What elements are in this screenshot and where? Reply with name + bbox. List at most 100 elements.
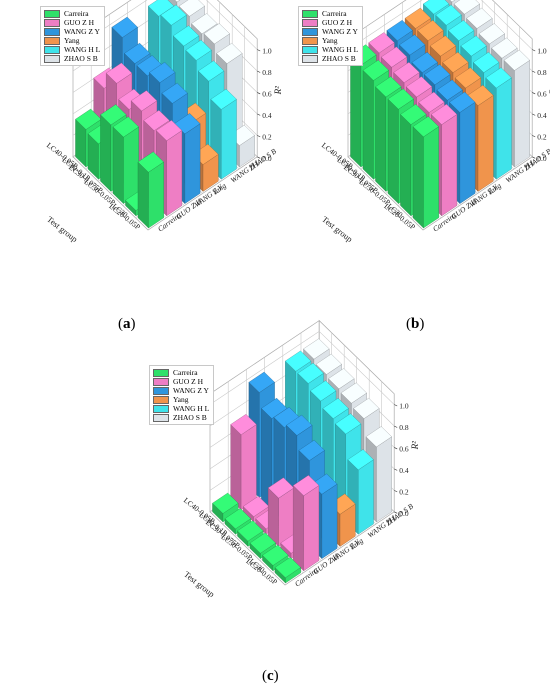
bar (412, 116, 439, 229)
z-tick (532, 135, 536, 138)
legend-label: WANG H L (322, 45, 359, 54)
legend-swatch (44, 18, 60, 27)
legend-item: GUO Z H (302, 18, 358, 27)
z-axis-label: R² (548, 86, 550, 95)
chart-svg-a: 0.00.20.40.60.81.0R²LC40-0.05PLC30-0.1PL… (45, 0, 283, 244)
panel-label-c: (c) (262, 668, 279, 684)
bar (242, 495, 270, 523)
legend-swatch (302, 27, 318, 36)
legend-item: WANG H L (44, 45, 100, 54)
chart-panel-b: 0.00.20.40.60.81.0R²LC40-0.05PLC30-0.1PL… (275, 0, 550, 300)
z-tick-label: 0.8 (262, 68, 272, 77)
z-tick (257, 49, 261, 52)
z-tick-label: 0.4 (262, 111, 272, 120)
test-group-axis-label: Test group (320, 214, 355, 244)
legend-item: ZHAO S B (44, 54, 100, 63)
legend-item: GUO Z H (153, 377, 209, 386)
legend-item: Carreira (302, 9, 358, 18)
legend-item: Carreira (44, 9, 100, 18)
z-tick-label: 0.4 (399, 466, 409, 475)
panel-label-a: (a) (118, 316, 136, 332)
bar (292, 475, 320, 572)
legend-label: Yang (173, 395, 189, 404)
legend-label: WANG H L (64, 45, 101, 54)
z-tick (257, 156, 261, 159)
legend-item: Yang (44, 36, 100, 45)
bar (274, 556, 301, 584)
z-tick (257, 135, 261, 138)
legend-item: ZHAO S B (302, 54, 358, 63)
legend-label: Carreira (322, 9, 347, 18)
z-tick-label: 0.8 (537, 68, 547, 77)
legend-swatch (153, 395, 169, 404)
chart-panel-a: 0.0 0.2 0.4 0.6 0.8 1.0 R² LC40-0.05P LC30-0.1P L… (0, 0, 283, 300)
z-tick (394, 490, 398, 493)
chart-svg-b: 0.00.20.40.60.81.0R²LC40-0.05PLC30-0.1PL… (320, 0, 550, 244)
z-tick-label: 0.6 (537, 89, 547, 98)
z-axis: 0.0 0.2 0.4 0.6 0.8 1.0 R² (532, 47, 550, 163)
z-tick-label: 0.2 (399, 487, 409, 496)
legend-swatch (153, 377, 169, 386)
legend-item: GUO Z H (44, 18, 100, 27)
z-tick-label: 0.0 (399, 509, 409, 518)
z-axis: 0.0 0.2 0.4 0.6 0.8 1.0 R² (257, 47, 283, 163)
z-axis-label: R² (273, 86, 283, 95)
z-tick (394, 447, 398, 450)
legend-label: WANG Z Y (173, 386, 209, 395)
legend-swatch (153, 368, 169, 377)
legend-label: ZHAO S B (322, 54, 356, 63)
legend-item: WANG Z Y (153, 386, 209, 395)
z-tick-label: 1.0 (537, 47, 547, 56)
legend-label: WANG H L (173, 404, 210, 413)
bars-b (350, 0, 530, 229)
z-tick-label: 0.8 (399, 423, 409, 432)
z-tick (532, 49, 536, 52)
legend-label: Carreira (64, 9, 89, 18)
z-tick-label: 1.0 (399, 402, 409, 411)
legend-swatch (302, 54, 318, 63)
z-tick-label: 0.0 (262, 154, 272, 163)
legend-swatch (302, 45, 318, 54)
legend-swatch (302, 18, 318, 27)
legend-label: Carreira (173, 368, 198, 377)
legend-label: GUO Z H (64, 18, 94, 27)
legend-label: GUO Z H (173, 377, 203, 386)
test-group-axis-label: Test group (45, 214, 80, 244)
z-tick-label: 1.0 (262, 47, 272, 56)
chart-panel-c: 0.0 0.2 0.4 0.6 0.8 1.0 R² LC40-0.05P LC30-0.1P L… (137, 319, 420, 655)
z-tick (394, 511, 398, 514)
legend-swatch (302, 36, 318, 45)
legend-label: ZHAO S B (64, 54, 98, 63)
legend-swatch (44, 54, 60, 63)
z-tick (394, 425, 398, 428)
legend-label: Yang (64, 36, 80, 45)
legend-swatch (44, 27, 60, 36)
legend-swatch (44, 36, 60, 45)
z-tick-label: 0.0 (537, 154, 547, 163)
legend-label: WANG Z Y (322, 27, 358, 36)
legend-swatch (153, 404, 169, 413)
z-tick-label: 0.4 (537, 111, 547, 120)
legend-label: ZHAO S B (173, 413, 207, 422)
bar (210, 88, 237, 180)
legend-c: Carreira GUO Z H WANG Z Y Yang WANG H L ZHAO … (149, 365, 215, 425)
z-axis: 0.0 0.2 0.4 0.6 0.8 1.0 R² (394, 402, 420, 518)
z-tick (257, 92, 261, 95)
test-group-axis-label: Test group (182, 569, 217, 599)
legend-a: Carreira GUO Z H WANG Z Y Yang WANG H L ZHAO … (40, 6, 106, 66)
legend-label: Yang (322, 36, 338, 45)
bar (137, 151, 164, 229)
legend-item: WANG H L (302, 45, 358, 54)
z-tick (394, 404, 398, 407)
z-tick (532, 156, 536, 159)
legend-swatch (302, 9, 318, 18)
legend-item: Carreira (153, 368, 209, 377)
bar (249, 532, 276, 560)
legend-swatch (44, 9, 60, 18)
legend-item: Yang (302, 36, 358, 45)
legend-swatch (153, 386, 169, 395)
legend-label: WANG Z Y (64, 27, 100, 36)
z-tick-label: 0.6 (399, 444, 409, 453)
z-tick-label: 0.2 (537, 132, 547, 141)
bars-a (75, 0, 255, 229)
